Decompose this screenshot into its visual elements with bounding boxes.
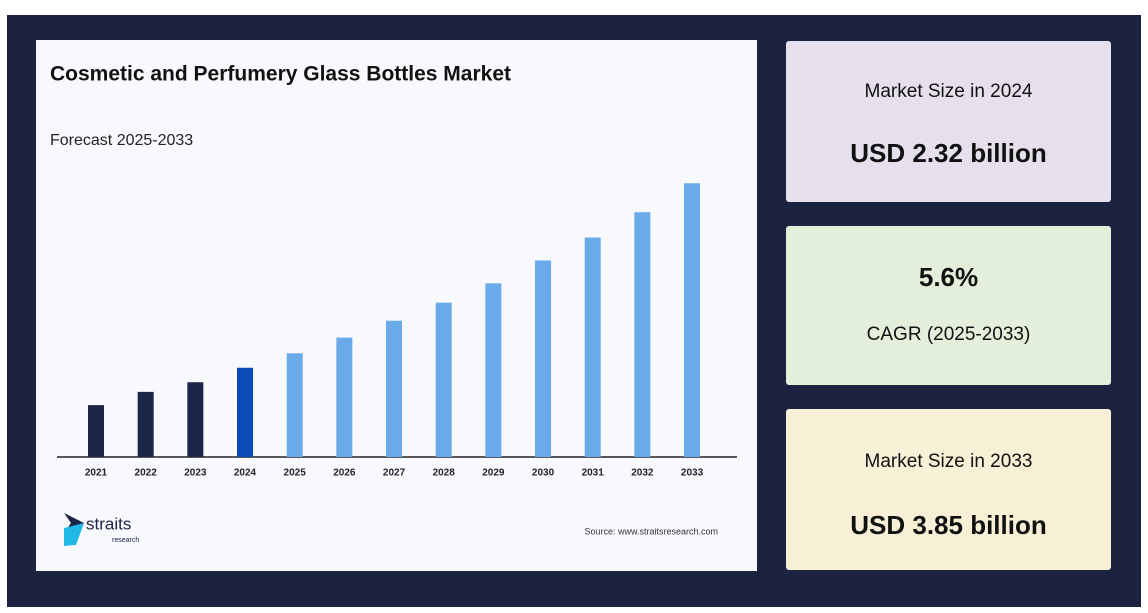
bar <box>634 212 651 457</box>
card-label: Market Size in 2024 <box>864 81 1033 102</box>
bar <box>237 367 254 457</box>
x-tick-label: 2031 <box>582 468 605 479</box>
bar <box>187 382 204 457</box>
card-value: USD 2.32 billion <box>850 138 1047 168</box>
logo-text: straits <box>86 514 131 533</box>
card-label: Market Size in 2033 <box>864 451 1033 472</box>
x-tick-label: 2032 <box>631 468 654 479</box>
x-tick-label: 2033 <box>681 468 704 479</box>
bar <box>535 260 552 457</box>
x-tick-label: 2023 <box>184 468 207 479</box>
x-tick-label: 2024 <box>234 468 257 479</box>
chart-subtitle: Forecast 2025-2033 <box>50 132 193 149</box>
bar <box>137 391 154 457</box>
source: Source: www.straitsresearch.com <box>584 526 718 536</box>
card-value: 5.6% <box>918 262 979 292</box>
bar <box>485 283 502 457</box>
card: Market Size in 2033 USD 3.85 billion <box>786 409 1111 570</box>
card-label: CAGR (2025-2033) <box>866 324 1031 345</box>
card-value: USD 3.85 billion <box>850 510 1047 540</box>
logo-mark <box>64 523 84 546</box>
logo-subtext: research <box>112 537 139 544</box>
bar <box>386 320 403 457</box>
logo: straits research <box>64 513 139 546</box>
x-tick-label: 2030 <box>532 468 555 479</box>
x-tick-label: 2022 <box>135 468 158 479</box>
bar <box>88 405 104 457</box>
chart-panel: Cosmetic and Perfumery Glass Bottles Mar… <box>36 40 757 571</box>
bar <box>336 337 353 457</box>
card: 5.6% CAGR (2025-2033) <box>786 226 1111 385</box>
card: Market Size in 2024 USD 2.32 billion <box>786 41 1111 202</box>
x-tick-label: 2021 <box>85 468 108 479</box>
x-tick-label: 2027 <box>383 468 406 479</box>
chart-title: Cosmetic and Perfumery Glass Bottles Mar… <box>50 63 511 86</box>
bar <box>435 302 452 457</box>
bar <box>584 237 601 457</box>
x-tick-label: 2026 <box>333 468 356 479</box>
bar <box>286 353 303 457</box>
chart: Cosmetic and Perfumery Glass Bottles Mar… <box>50 63 737 546</box>
x-tick-label: 2028 <box>433 468 456 479</box>
x-tick-label: 2025 <box>284 468 307 479</box>
bar <box>684 183 701 457</box>
x-tick-label: 2029 <box>482 468 505 479</box>
